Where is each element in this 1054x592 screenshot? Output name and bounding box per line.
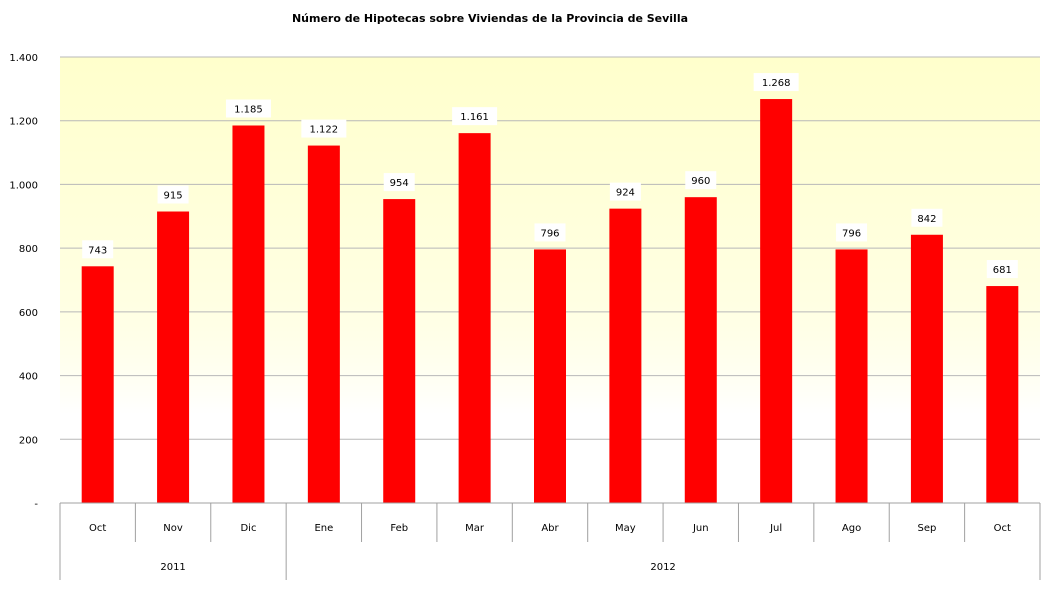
data-label: 796 bbox=[540, 228, 559, 239]
x-tick-label: Ene bbox=[314, 523, 333, 534]
x-tick-label: Nov bbox=[163, 523, 183, 534]
year-group-label: 2012 bbox=[650, 562, 675, 573]
bar bbox=[986, 286, 1019, 503]
x-tick-label: Jun bbox=[692, 523, 709, 534]
x-tick-label: Mar bbox=[465, 523, 485, 534]
bar bbox=[81, 266, 114, 503]
y-tick-label: 400 bbox=[19, 372, 38, 383]
data-label: 842 bbox=[917, 214, 936, 225]
data-label-box bbox=[609, 182, 641, 201]
data-label-box bbox=[836, 223, 868, 242]
data-label: 924 bbox=[616, 188, 635, 199]
y-tick-label: 600 bbox=[19, 308, 38, 319]
data-label-box bbox=[986, 260, 1018, 279]
y-tick-label: 1.400 bbox=[9, 53, 38, 64]
data-label-box bbox=[82, 240, 114, 259]
bar bbox=[910, 234, 943, 503]
x-tick-label: Sep bbox=[917, 523, 936, 534]
x-tick-label: May bbox=[615, 523, 636, 534]
x-tick-label: Dic bbox=[240, 523, 256, 534]
bar bbox=[534, 249, 566, 503]
data-label: 743 bbox=[88, 245, 107, 256]
bar bbox=[157, 211, 190, 503]
data-label: 1.185 bbox=[234, 104, 263, 115]
data-label-box bbox=[157, 185, 189, 204]
x-tick-label: Jul bbox=[769, 523, 782, 534]
data-label: 681 bbox=[993, 265, 1012, 276]
data-label: 796 bbox=[842, 228, 861, 239]
x-tick-label: Feb bbox=[390, 523, 408, 534]
bar bbox=[760, 99, 793, 504]
bar bbox=[383, 199, 416, 503]
x-tick-label: Abr bbox=[541, 523, 559, 534]
data-label: 960 bbox=[691, 176, 710, 187]
x-tick-label: Oct bbox=[89, 523, 106, 534]
data-label-box bbox=[685, 171, 717, 190]
data-label-box bbox=[753, 73, 799, 92]
bar bbox=[307, 145, 340, 503]
bar bbox=[835, 249, 868, 503]
y-tick-label: 800 bbox=[19, 244, 38, 255]
y-tick-label: 1.200 bbox=[9, 117, 38, 128]
data-label-box bbox=[534, 223, 566, 242]
bar bbox=[458, 133, 491, 504]
data-label-box bbox=[383, 173, 415, 192]
data-label-box bbox=[225, 99, 271, 118]
y-tick-label: 1.000 bbox=[9, 180, 38, 191]
x-tick-label: Oct bbox=[994, 523, 1011, 534]
bar bbox=[609, 208, 642, 503]
data-label-box bbox=[301, 119, 347, 138]
chart-title: Número de Hipotecas sobre Viviendas de l… bbox=[291, 12, 689, 25]
data-label: 1.268 bbox=[762, 78, 791, 89]
bar bbox=[684, 197, 717, 503]
data-label-box bbox=[452, 107, 498, 126]
data-label: 954 bbox=[390, 178, 409, 189]
data-label: 1.122 bbox=[310, 125, 339, 136]
y-tick-label: - bbox=[34, 499, 38, 510]
data-label-box bbox=[911, 208, 943, 227]
y-tick-label: 200 bbox=[19, 435, 38, 446]
x-tick-label: Ago bbox=[842, 523, 861, 534]
data-label: 1.161 bbox=[460, 112, 489, 123]
bar bbox=[232, 125, 265, 503]
year-group-label: 2011 bbox=[160, 562, 185, 573]
data-label: 915 bbox=[164, 191, 183, 202]
